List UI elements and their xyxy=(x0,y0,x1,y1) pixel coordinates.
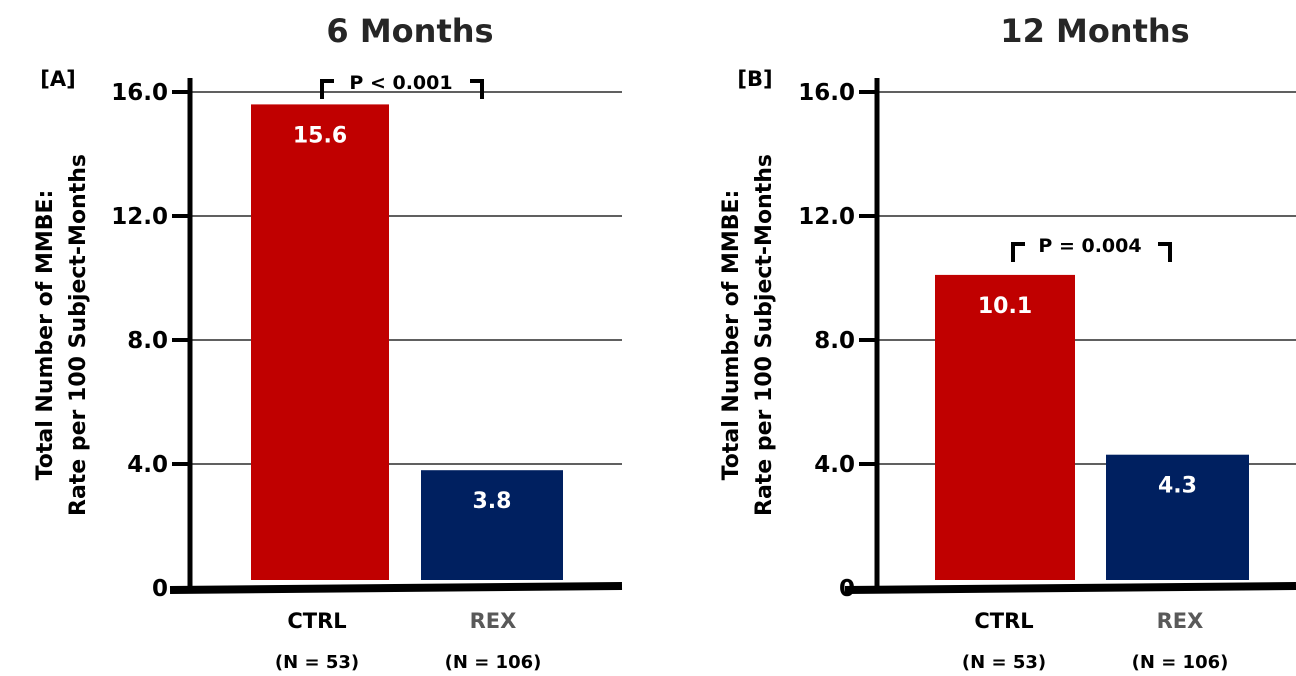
panel-label: [A] xyxy=(40,67,75,91)
data-label: 4.3 xyxy=(1158,474,1197,499)
x-category-count: (N = 53) xyxy=(275,652,359,673)
y-axis-label-line1: Total Number of MMBE: xyxy=(719,190,744,481)
y-tick-label: 4.0 xyxy=(814,452,855,478)
y-tick-label: 8.0 xyxy=(814,328,855,354)
x-axis-line xyxy=(169,582,623,594)
chart-title: 12 Months xyxy=(1000,12,1189,50)
data-label: 15.6 xyxy=(293,123,347,148)
y-tick-label: 0 xyxy=(152,576,168,602)
data-label: 10.1 xyxy=(978,294,1032,319)
bar-rex xyxy=(1106,454,1249,580)
y-tick-label: 12.0 xyxy=(111,204,168,230)
p-bracket-left xyxy=(1011,242,1025,262)
bar-ctrl xyxy=(251,104,389,581)
x-axis-line xyxy=(844,582,1296,594)
p-bracket-left xyxy=(320,79,334,99)
p-bracket-right xyxy=(1158,242,1172,262)
x-category-count: (N = 106) xyxy=(445,652,542,673)
y-tick-label: 4.0 xyxy=(127,452,168,478)
y-tick-label: 12.0 xyxy=(798,204,855,230)
x-category-label: CTRL xyxy=(974,609,1033,633)
p-value-label: P = 0.004 xyxy=(1038,235,1141,257)
panel-label: [B] xyxy=(737,67,772,91)
chart-title: 6 Months xyxy=(326,12,493,50)
bar-ctrl xyxy=(935,274,1075,580)
x-category-label: REX xyxy=(1157,609,1204,633)
y-tick-label: 8.0 xyxy=(127,328,168,354)
y-tick-label: 16.0 xyxy=(111,80,168,106)
y-axis-label-line2: Rate per 100 Subject-Months xyxy=(66,154,91,516)
y-axis-label-line2: Rate per 100 Subject-Months xyxy=(752,154,777,516)
y-tick-label: 16.0 xyxy=(798,80,855,106)
x-category-count: (N = 53) xyxy=(962,652,1046,673)
p-value-label: P < 0.001 xyxy=(349,72,452,94)
chart-panel-b: 12 Months [B] Total Number of MMBE: Rate pe… xyxy=(719,12,1296,673)
p-bracket-right xyxy=(470,79,484,99)
x-category-count: (N = 106) xyxy=(1132,652,1229,673)
chart-panel-a: 6 Months [A] Total Number of MMBE: Rate per… xyxy=(33,12,623,673)
x-category-label: REX xyxy=(470,609,517,633)
data-label: 3.8 xyxy=(473,489,512,514)
y-axis-label-line1: Total Number of MMBE: xyxy=(33,190,58,481)
x-category-label: CTRL xyxy=(287,609,346,633)
bar-rex xyxy=(421,470,563,580)
